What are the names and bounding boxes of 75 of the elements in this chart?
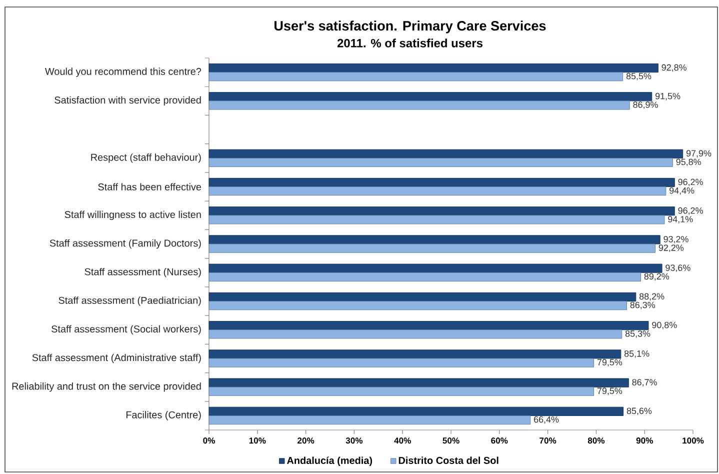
bar [208,300,627,310]
x-tick-label: 30% [346,438,363,444]
legend-label: Andalucía (media) [286,456,372,466]
bar [208,292,636,302]
data-label: 66,4% [534,416,559,424]
y-tick-label: Facilites (Centre) [126,411,201,420]
bar [208,149,684,158]
data-label: 95,8% [676,158,701,166]
chart-subtitle: 2011. % of satisfied users [337,38,482,48]
legend-label: Distrito Costa del Sol [398,456,498,464]
bar [208,63,658,73]
y-tick-label: Reliability and trust on the service provided [12,382,201,392]
y-tick-label: Satisfaction with service provided [54,96,201,106]
data-label: 86,3% [630,302,655,310]
x-tick-label: 40% [394,438,411,444]
bar [208,406,624,416]
x-tick-label: 60% [491,438,508,444]
data-label: 94,4% [670,187,694,195]
bar [208,378,629,388]
bar [208,215,665,224]
data-label: 96,2% [678,207,703,215]
data-label: 79,5% [597,388,622,396]
x-tick-label: 80% [588,438,605,444]
y-tick-label: Would you recommend this centre? [45,68,202,77]
bar [208,186,666,196]
x-tick-label: 90% [636,438,653,444]
bar [208,386,594,396]
bar [208,244,656,253]
y-tick-label: Staff assessment (Administrative staff) [32,354,201,364]
data-label: 90,8% [652,322,677,330]
bar [208,321,649,330]
bar [208,100,630,110]
x-tick-label: 50% [442,438,460,444]
x-tick-label: 10% [249,438,266,444]
data-label: 85,1% [624,350,650,358]
bar [208,330,622,339]
data-label: 97,9% [686,150,712,158]
data-label: 85,3% [625,330,650,338]
data-label: 85,5% [626,72,652,80]
data-label: 91,5% [655,92,680,100]
y-tick-label: Staff assessment (Family Doctors) [50,239,201,249]
chart-title: User's satisfaction. Primary Care Services [274,20,546,34]
data-label: 85,6% [626,408,652,416]
x-tick-label: 20% [298,438,314,444]
data-label: 93,2% [664,236,688,244]
bar [208,264,662,273]
y-tick-label: Respect (staff behaviour) [91,154,201,163]
data-label: 88,2% [639,293,664,301]
data-label: 96,2% [678,178,703,186]
bar [208,206,675,216]
bar [208,72,624,82]
data-label: 92,2% [658,244,684,252]
bar [208,235,660,244]
bar [208,158,673,168]
x-tick-label: 0% [203,438,215,444]
bar [208,272,641,282]
bar [208,178,675,188]
bar [208,415,531,425]
data-label: 79,5% [597,359,622,366]
data-label: 86,9% [633,102,658,109]
data-label: 92,8% [662,64,686,72]
y-tick-label: Staff has been effective [98,183,202,190]
x-tick-label: 100% [682,438,704,444]
data-label: 94,1% [668,216,693,224]
bar [208,358,594,368]
data-label: 86,7% [632,379,657,386]
y-tick-label: Staff willingness to active listen [64,210,201,220]
data-label: 93,6% [666,264,690,272]
data-label: 89,2% [644,273,670,281]
x-tick-label: 70% [540,438,556,444]
y-tick-label: Staff assessment (Nurses) [84,268,201,278]
y-tick-label: Staff assessment (Social workers) [52,325,201,334]
bar [208,92,652,102]
bar [208,350,622,359]
y-tick-label: Staff assessment (Paediatrician) [58,296,201,306]
